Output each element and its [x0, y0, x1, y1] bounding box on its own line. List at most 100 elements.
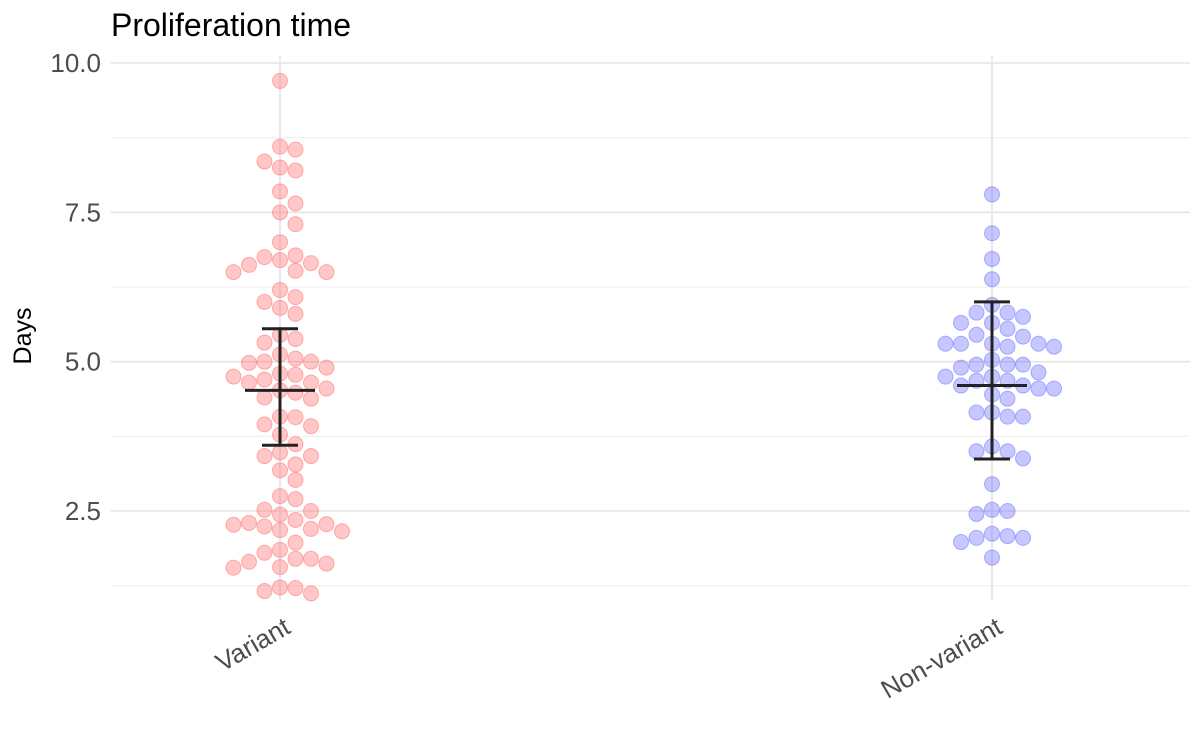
non-variant-point	[968, 505, 985, 522]
non-variant-point	[968, 356, 985, 373]
y-tick-label: 10.0	[50, 48, 101, 78]
variant-point	[272, 488, 288, 505]
variant-point	[303, 418, 319, 435]
y-tick-label: 7.5	[65, 197, 101, 227]
variant-point	[225, 559, 242, 576]
variant-point	[303, 502, 319, 519]
non-variant-point	[968, 529, 985, 546]
non-variant-point	[999, 390, 1016, 407]
variant-point	[287, 262, 304, 279]
variant-point	[272, 462, 288, 479]
variant-point	[287, 409, 304, 426]
y-tick-label: 2.5	[65, 496, 101, 526]
non-variant-point	[1015, 356, 1031, 373]
variant-point	[241, 374, 257, 391]
variant-point	[241, 354, 257, 371]
non-variant-point	[984, 271, 1000, 288]
non-variant-point	[953, 359, 969, 376]
variant-point	[256, 518, 273, 535]
non-variant-point	[984, 186, 1000, 203]
variant-point	[287, 456, 304, 473]
non-variant-point	[984, 549, 1000, 566]
variant-point	[272, 72, 288, 89]
non-variant-point	[999, 408, 1016, 425]
chart-title: Proliferation time	[111, 7, 351, 43]
non-variant-point	[984, 476, 1000, 493]
non-variant-point	[968, 404, 985, 421]
variant-point	[256, 389, 273, 406]
non-variant-point	[953, 314, 969, 331]
non-variant-point	[1015, 529, 1031, 546]
variant-point	[256, 501, 273, 518]
non-variant-point	[968, 443, 985, 460]
non-variant-point	[953, 335, 969, 352]
x-tick-label: Non-variant	[876, 611, 1008, 705]
variant-point	[303, 585, 319, 602]
non-variant-point	[1015, 328, 1031, 345]
variant-point	[318, 359, 335, 376]
non-variant-point	[999, 320, 1016, 337]
variant-point	[303, 374, 319, 391]
variant-point	[318, 516, 335, 533]
points-layer	[225, 72, 1062, 602]
non-variant-point	[953, 534, 969, 551]
non-variant-point	[937, 368, 954, 385]
variant-point	[241, 256, 257, 273]
non-variant-point	[999, 304, 1016, 321]
y-tick-label: 5.0	[65, 347, 101, 377]
variant-point	[272, 281, 288, 298]
variant-point	[287, 247, 304, 264]
non-variant-point	[984, 525, 1000, 542]
non-variant-point	[937, 335, 954, 352]
variant-point	[272, 159, 288, 176]
variant-point	[334, 523, 350, 540]
variant-point	[318, 380, 335, 397]
non-variant-point	[968, 304, 985, 321]
variant-point	[225, 516, 242, 533]
variant-point	[272, 299, 288, 316]
variant-point	[287, 511, 304, 528]
non-variant-point	[1046, 338, 1062, 355]
variant-point	[256, 371, 273, 388]
non-variant-point	[1015, 450, 1031, 467]
variant-point	[318, 264, 335, 281]
errorbar-layer	[245, 300, 1027, 461]
variant-point	[303, 550, 319, 567]
variant-point	[256, 353, 273, 370]
variant-point	[256, 153, 273, 170]
variant-point	[256, 583, 273, 600]
non-variant-point	[968, 326, 985, 343]
non-variant-point	[1030, 335, 1047, 352]
variant-point	[287, 162, 304, 179]
variant-point	[287, 471, 304, 488]
variant-point	[303, 520, 319, 537]
variant-point	[287, 141, 304, 158]
y-axis-label: Days	[9, 308, 37, 365]
variant-point	[272, 183, 288, 200]
non-variant-point	[999, 443, 1016, 460]
variant-point	[256, 544, 273, 561]
non-variant-point	[1015, 308, 1031, 325]
variant-point	[256, 249, 273, 266]
non-variant-point	[984, 225, 1000, 242]
non-variant-point	[999, 502, 1016, 519]
variant-point	[287, 550, 304, 567]
variant-point	[287, 580, 304, 597]
variant-point	[256, 448, 273, 465]
variant-point	[272, 579, 288, 596]
grid-layer	[111, 55, 1190, 600]
non-variant-point	[999, 338, 1016, 355]
non-variant-point	[984, 250, 1000, 267]
variant-point	[318, 555, 335, 572]
non-variant-point	[999, 356, 1016, 373]
non-variant-point	[1015, 408, 1031, 425]
x-tick-label: Variant	[210, 611, 295, 678]
variant-point	[287, 216, 304, 233]
variant-point	[256, 334, 273, 351]
variant-point	[287, 491, 304, 508]
variant-point	[272, 559, 288, 576]
variant-point	[241, 514, 257, 531]
variant-point	[225, 368, 242, 385]
